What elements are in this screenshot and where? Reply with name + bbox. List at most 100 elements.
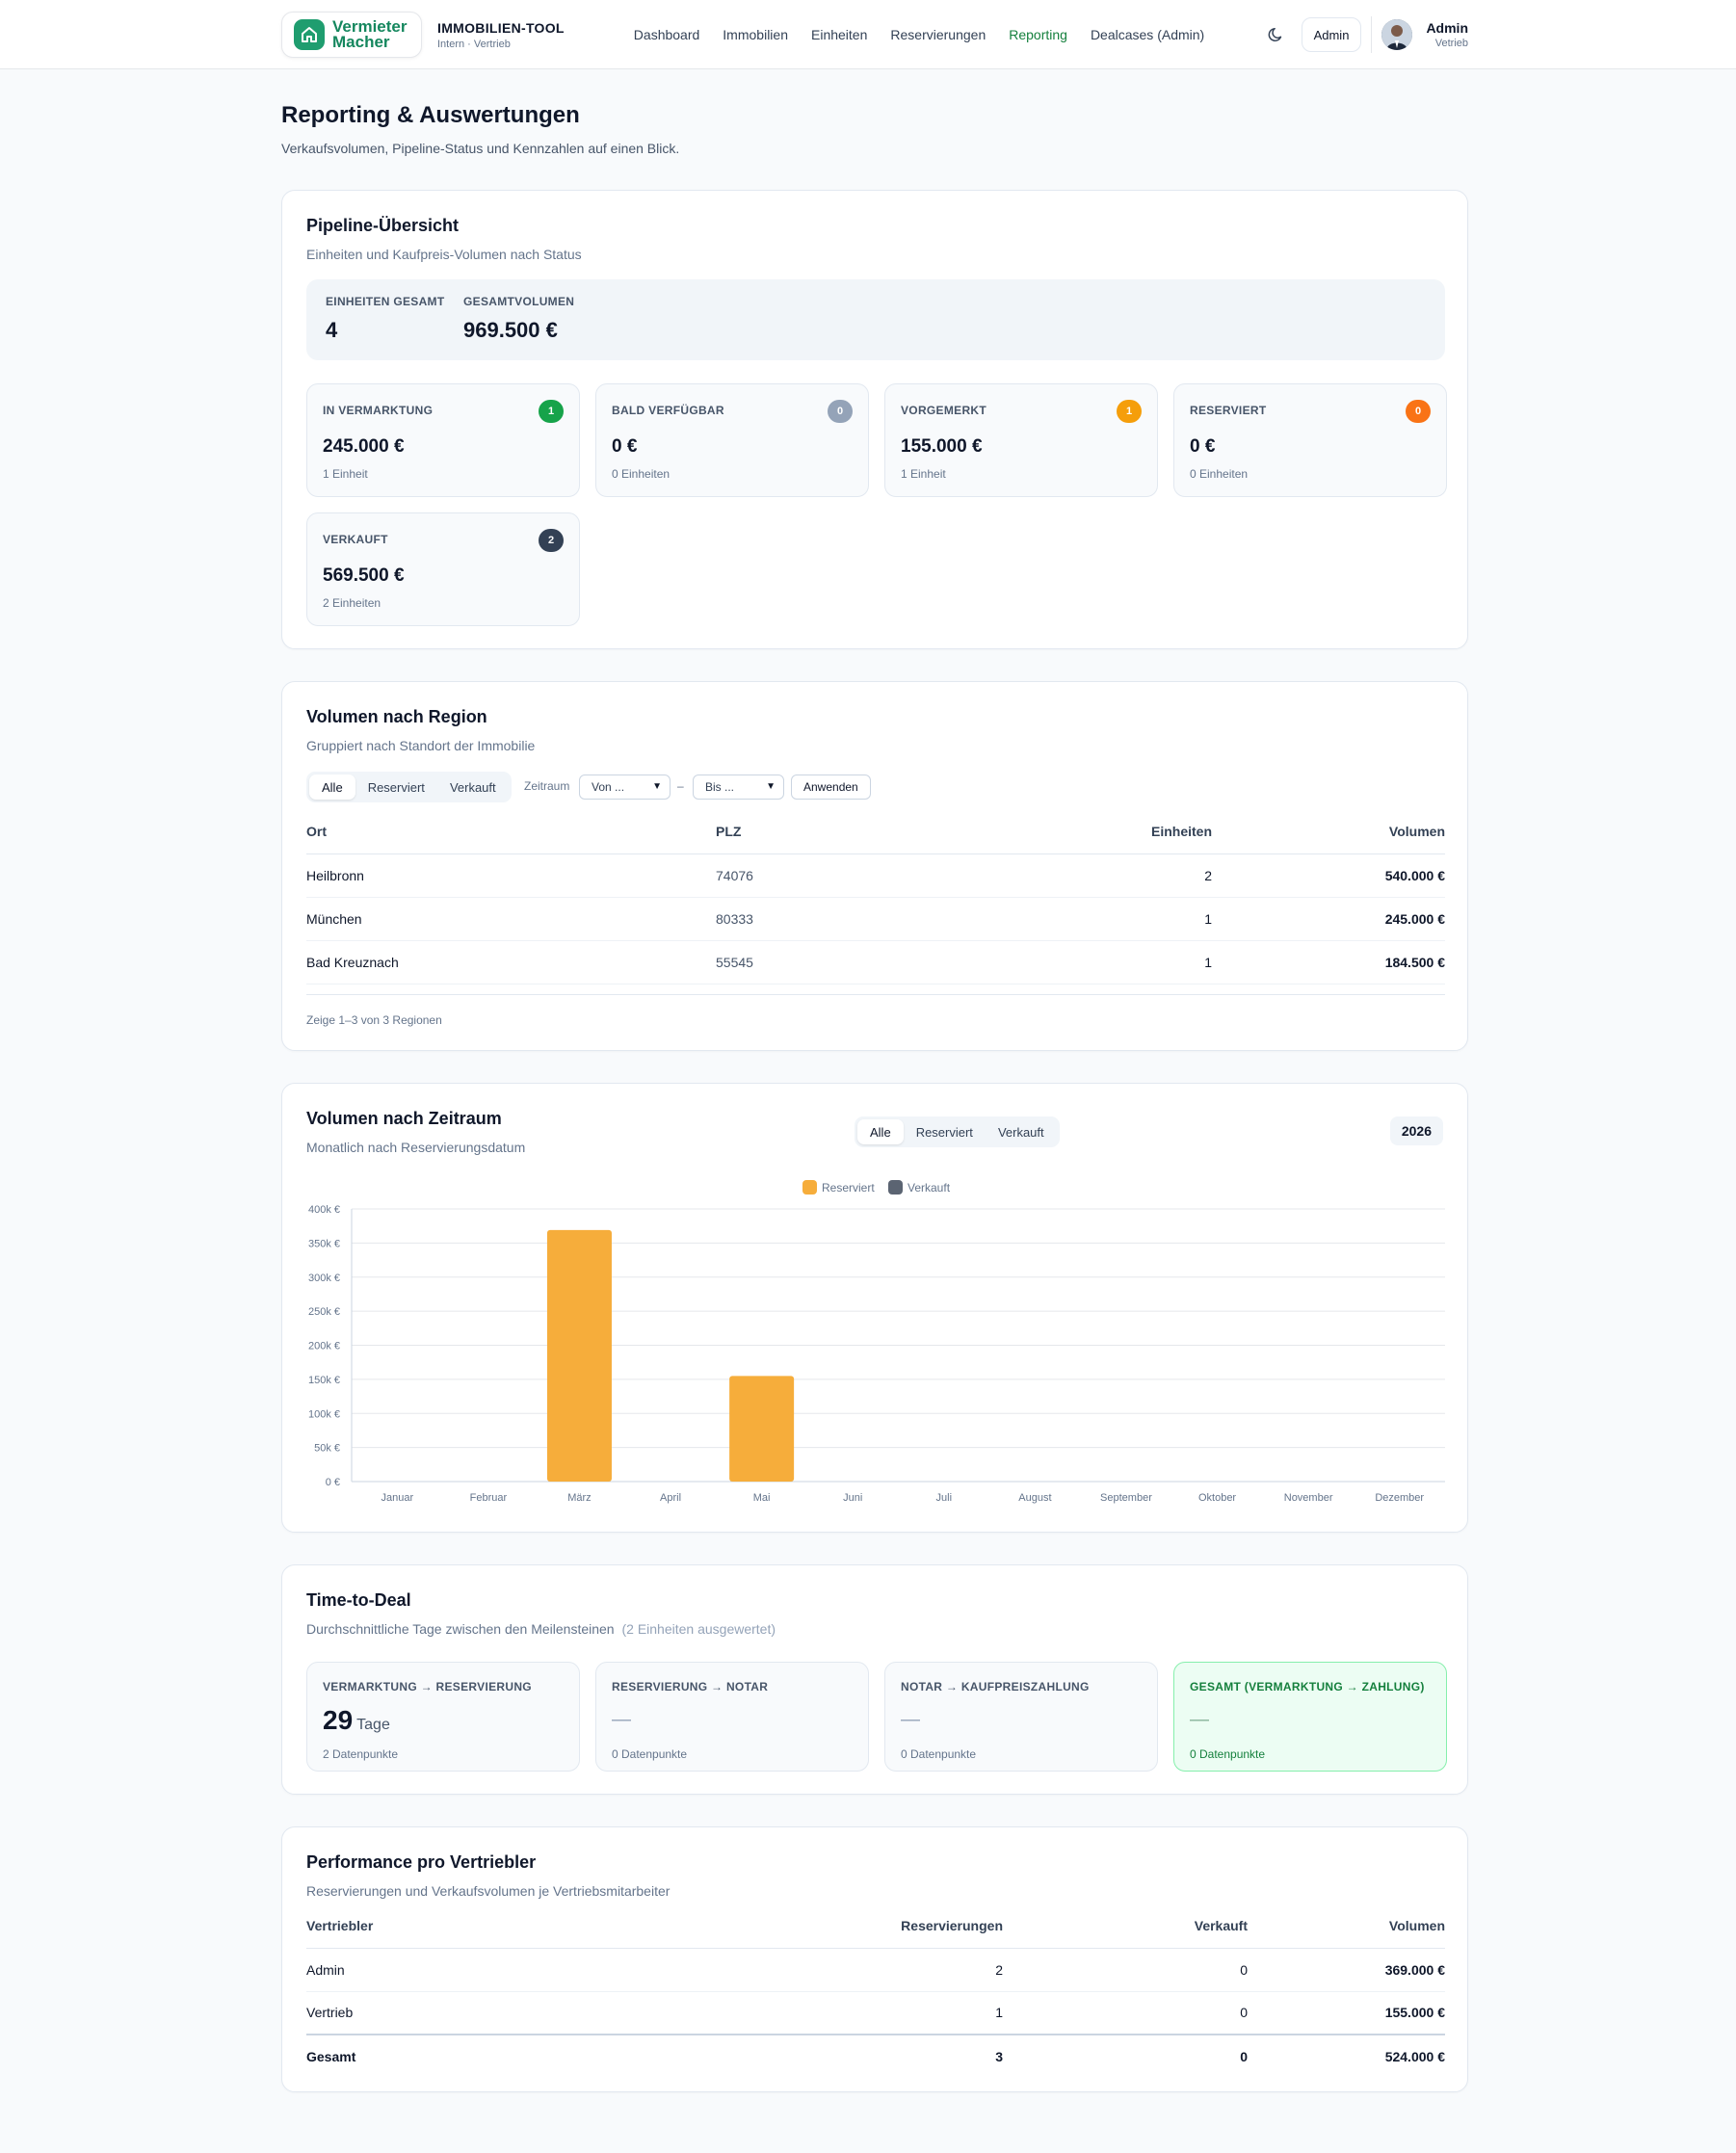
y-tick-label: 50k €	[314, 1443, 340, 1455]
einheiten-cell: 2	[1005, 853, 1212, 898]
status-card: BALD VERFÜGBAR 0 0 € 0 Einheiten	[595, 383, 869, 497]
status-volume: 569.500 €	[323, 565, 405, 586]
time-to-deal-metric: RESERVIERUNG → NOTAR — 0 Datenpunkte	[595, 1662, 869, 1772]
logo-text-line2: Macher	[332, 33, 390, 51]
verkauft-value: 0	[1003, 1948, 1248, 1992]
col-ort: Ort	[306, 810, 716, 854]
date-from-select[interactable]: Von ... ▼	[579, 775, 671, 800]
role-switch-button[interactable]: Admin	[1301, 17, 1362, 52]
volumen-value: 155.000 €	[1248, 1991, 1445, 2035]
region-pagination-info: Zeige 1–3 von 3 Regionen	[306, 1013, 442, 1027]
time-to-deal-metric: VERMARKTUNG → RESERVIERUNG 29 Tage 2 Datenp…	[306, 1662, 580, 1772]
metric-value: 29	[323, 1705, 354, 1735]
total-units-label: EINHEITEN GESAMT	[326, 295, 445, 308]
volumen-cell: 540.000 €	[1212, 853, 1445, 898]
legend-swatch	[802, 1180, 817, 1195]
nav-dealcases-admin[interactable]: Dealcases (Admin)	[1090, 27, 1205, 42]
status-label: RESERVIERT	[1190, 404, 1267, 417]
total-verkauft: 0	[1003, 2034, 1248, 2078]
status-card: VORGEMERKT 1 155.000 € 1 Einheit	[884, 383, 1158, 497]
table-divider	[306, 994, 1445, 995]
bar-reserviert	[546, 1229, 612, 1482]
col-volumen: Volumen	[1248, 1904, 1445, 1949]
region-filter-verkauft[interactable]: Verkauft	[449, 779, 496, 795]
range-separator: –	[677, 779, 684, 793]
ort-cell: Heilbronn	[306, 853, 716, 898]
col-einheiten: Einheiten	[1005, 810, 1212, 854]
col-volumen: Volumen	[1212, 810, 1445, 854]
ort-cell: Bad Kreuznach	[306, 940, 716, 985]
period-card: Volumen nach Zeitraum Monatlich nach Res…	[281, 1083, 1468, 1533]
logo-text-line1: Vermieter	[332, 17, 408, 36]
apply-button[interactable]: Anwenden	[791, 775, 871, 800]
status-units: 0 Einheiten	[612, 467, 671, 481]
vertriebler-name: Admin	[306, 1948, 730, 1992]
chevron-down-icon: ▼	[652, 781, 662, 792]
ttd-subtitle: Durchschnittliche Tage zwischen den Meil…	[306, 1621, 776, 1637]
region-filter-segment: Alle Reserviert Verkauft	[306, 772, 512, 802]
time-to-deal-metric: GESAMT (VERMARKTUNG → ZAHLUNG) — 0 Datenpu…	[1173, 1662, 1447, 1772]
nav-reservierungen[interactable]: Reservierungen	[890, 27, 986, 42]
region-title: Volumen nach Region	[306, 707, 487, 726]
status-count-badge: 0	[1406, 400, 1431, 423]
period-filter-verkauft[interactable]: Verkauft	[997, 1124, 1044, 1140]
nav-einheiten[interactable]: Einheiten	[811, 27, 868, 42]
period-filter-reserviert[interactable]: Reserviert	[915, 1124, 973, 1140]
metric-label: RESERVIERUNG → NOTAR	[612, 1680, 769, 1694]
status-volume: 0 €	[612, 436, 638, 457]
pipeline-summary: EINHEITEN GESAMT 4 GESAMTVOLUMEN 969.500…	[306, 279, 1445, 360]
period-filter-segment: Alle Reserviert Verkauft	[855, 1116, 1060, 1147]
total-reservierungen: 3	[730, 2034, 1003, 2078]
performance-table: Vertriebler Reservierungen Verkauft Volu…	[306, 1904, 1445, 2078]
period-title: Volumen nach Zeitraum	[306, 1109, 502, 1128]
ttd-title: Time-to-Deal	[306, 1590, 411, 1610]
year-selector[interactable]: 2026	[1389, 1116, 1443, 1145]
x-tick-label: Dezember	[1375, 1492, 1424, 1504]
metric-value: —	[901, 1709, 920, 1730]
total-volume-value: 969.500 €	[463, 318, 558, 342]
status-units: 2 Einheiten	[323, 596, 381, 610]
col-plz: PLZ	[716, 810, 1005, 854]
status-volume: 0 €	[1190, 436, 1216, 457]
y-tick-label: 0 €	[326, 1477, 340, 1488]
period-filter-alle[interactable]: Alle	[857, 1119, 904, 1144]
date-to-placeholder: Bis ...	[705, 780, 735, 794]
legend-swatch	[888, 1180, 903, 1195]
col-reservierungen: Reservierungen	[730, 1904, 1003, 1949]
x-tick-label: August	[1018, 1492, 1051, 1504]
x-tick-label: Oktober	[1198, 1492, 1236, 1504]
x-tick-label: September	[1100, 1492, 1152, 1504]
metric-label: GESAMT (VERMARKTUNG → ZAHLUNG)	[1190, 1680, 1425, 1694]
nav-dashboard[interactable]: Dashboard	[633, 27, 700, 42]
legend-label: Verkauft	[907, 1181, 951, 1195]
app-subtitle: Intern · Vertrieb	[437, 38, 511, 50]
home-icon	[294, 19, 325, 50]
pipeline-card: Pipeline-Übersicht Einheiten und Kaufpre…	[281, 190, 1468, 649]
user-role: Vetrieb	[1434, 38, 1468, 49]
status-units: 1 Einheit	[323, 467, 368, 481]
avatar[interactable]	[1381, 19, 1413, 50]
volumen-cell: 184.500 €	[1212, 940, 1445, 985]
moon-icon[interactable]	[1259, 17, 1294, 52]
date-to-select[interactable]: Bis ... ▼	[693, 775, 784, 800]
metric-label: VERMARKTUNG → RESERVIERUNG	[323, 1680, 532, 1694]
x-tick-label: Juni	[843, 1492, 862, 1504]
user-name: Admin	[1426, 20, 1468, 36]
status-count-badge: 1	[539, 400, 564, 423]
status-count-badge: 2	[539, 529, 564, 552]
total-units-value: 4	[326, 318, 338, 342]
region-filter-reserviert[interactable]: Reserviert	[367, 779, 425, 795]
period-label: Zeitraum	[524, 779, 570, 793]
logo[interactable]: Vermieter Macher	[281, 12, 422, 58]
status-label: IN VERMARKTUNG	[323, 404, 434, 417]
y-tick-label: 200k €	[308, 1341, 340, 1352]
region-filter-alle[interactable]: Alle	[309, 775, 355, 800]
nav-reporting[interactable]: Reporting	[1009, 27, 1067, 42]
status-card: RESERVIERT 0 0 € 0 Einheiten	[1173, 383, 1447, 497]
einheiten-cell: 1	[1005, 940, 1212, 985]
date-from-placeholder: Von ...	[592, 780, 625, 794]
y-tick-label: 150k €	[308, 1375, 340, 1386]
status-volume: 245.000 €	[323, 436, 405, 457]
nav-immobilien[interactable]: Immobilien	[723, 27, 788, 42]
ort-cell: München	[306, 897, 716, 941]
